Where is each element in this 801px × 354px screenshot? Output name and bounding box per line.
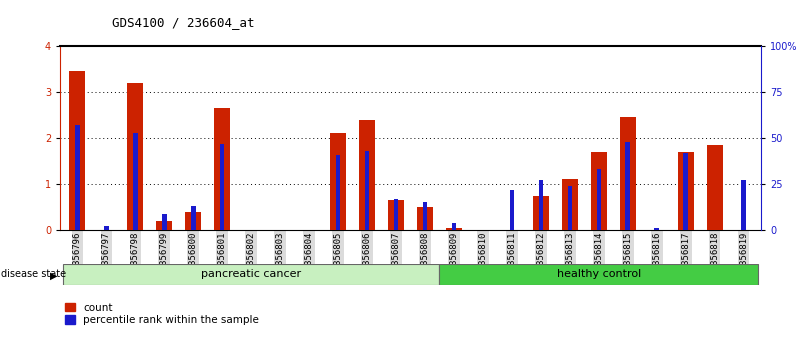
FancyBboxPatch shape <box>440 264 758 285</box>
Bar <box>706 145 723 230</box>
Bar <box>538 181 543 230</box>
Bar <box>591 152 606 230</box>
Bar <box>104 227 109 230</box>
Text: healthy control: healthy control <box>557 269 641 279</box>
Bar <box>388 200 404 230</box>
Bar <box>446 228 462 230</box>
Bar <box>509 190 514 230</box>
Bar <box>562 179 578 230</box>
Bar <box>654 228 659 230</box>
Bar <box>568 186 572 230</box>
Bar <box>127 83 143 230</box>
Bar <box>162 213 167 230</box>
Bar <box>533 195 549 230</box>
Bar <box>330 133 346 230</box>
Bar <box>185 212 201 230</box>
Bar <box>423 202 427 230</box>
Legend: count, percentile rank within the sample: count, percentile rank within the sample <box>66 303 259 325</box>
Bar <box>678 152 694 230</box>
FancyBboxPatch shape <box>63 264 440 285</box>
Bar <box>452 223 457 230</box>
Bar <box>683 153 688 230</box>
Bar <box>156 221 172 230</box>
Bar <box>220 144 224 230</box>
Text: ▶: ▶ <box>50 270 57 280</box>
Bar <box>626 142 630 230</box>
Text: disease state: disease state <box>1 269 66 279</box>
Bar <box>417 207 433 230</box>
Text: pancreatic cancer: pancreatic cancer <box>201 269 301 279</box>
Bar <box>742 181 746 230</box>
Bar <box>75 125 79 230</box>
Bar <box>364 151 369 230</box>
Bar <box>597 169 601 230</box>
Bar <box>133 132 138 230</box>
Bar <box>215 108 230 230</box>
Text: GDS4100 / 236604_at: GDS4100 / 236604_at <box>112 16 255 29</box>
Bar <box>359 120 375 230</box>
Bar <box>70 71 86 230</box>
Bar <box>336 155 340 230</box>
Bar <box>191 206 195 230</box>
Bar <box>620 117 636 230</box>
Bar <box>394 199 398 230</box>
